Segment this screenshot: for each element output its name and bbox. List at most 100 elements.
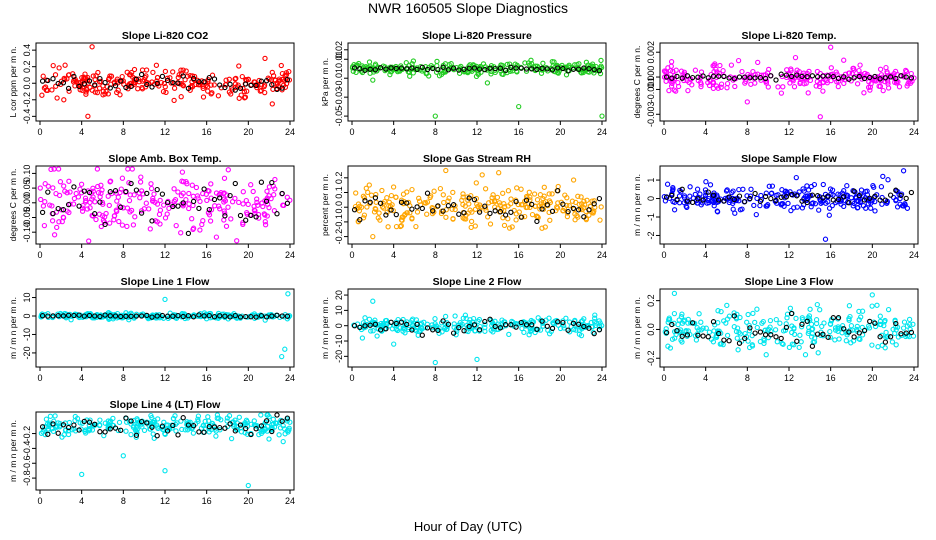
x-tick-label: 0 [661,373,666,383]
data-point [180,200,186,206]
data-point [572,62,578,68]
data-point [96,422,103,429]
data-point [833,69,839,75]
data-point [737,331,743,337]
data-point [710,319,717,325]
data-point [830,197,836,203]
data-point [507,61,513,67]
data-point [816,83,823,90]
data-point [788,207,794,214]
data-point [164,211,170,217]
data-point [92,89,98,95]
data-point [45,183,51,189]
data-point [735,347,741,353]
data-point [835,315,842,321]
data-point [489,322,495,329]
data-point [773,316,779,323]
data-point [578,194,584,200]
data-point [799,198,805,204]
data-point [716,73,722,79]
data-point [39,209,46,216]
data-point [598,204,604,210]
data-point [400,328,406,334]
data-point [362,67,368,73]
data-point [508,322,514,328]
data-point [172,413,178,419]
data-point [143,200,149,206]
data-point [495,205,501,211]
data-point [185,85,192,92]
x-tick-label: 4 [703,127,708,137]
data-point [861,327,868,334]
data-point [830,73,836,80]
data-point [466,65,472,71]
data-point [276,432,282,438]
data-point [747,325,753,331]
data-point [263,418,270,424]
data-point [141,427,148,434]
data-point [513,65,519,71]
data-point [763,78,770,84]
data-point [786,344,793,351]
data-point [226,413,233,419]
data-point [547,217,553,223]
data-point [880,87,886,94]
data-point [248,82,254,89]
data-point [240,221,246,228]
data-point [398,199,405,205]
data-point [119,222,126,228]
data-point [377,327,384,333]
data-point [492,199,498,205]
data-point [892,318,898,324]
data-point [778,202,784,208]
data-point [482,321,488,327]
data-point [62,62,68,68]
data-point [64,190,70,196]
data-point [482,186,489,192]
data-point [665,319,671,325]
data-point [128,418,134,424]
data-point [757,75,764,81]
data-point [128,431,134,438]
data-point [799,321,805,327]
data-point [232,81,239,87]
x-tick-label: 16 [202,127,212,137]
data-point [797,80,803,87]
data-point [835,325,841,332]
data-point [698,319,704,325]
data-point [284,200,291,206]
data-point [581,214,587,220]
data-point [98,223,104,230]
y-tick-label: -0.003 [646,102,656,128]
data-point [133,76,140,82]
data-point [81,418,87,425]
data-point [94,89,101,96]
x-tick-label: 20 [867,127,877,137]
data-point [222,84,228,91]
data-point [502,204,508,210]
data-point [55,205,61,212]
x-tick-label: 16 [826,127,836,137]
data-point [769,190,775,196]
data-point [856,192,862,199]
data-point [576,201,582,208]
data-point [560,201,566,207]
data-point [596,68,603,74]
data-point [872,193,878,199]
data-point [212,203,218,209]
data-point [414,66,420,73]
data-point [529,201,535,208]
data-point [71,195,78,202]
data-point [755,59,761,66]
data-point [200,422,206,429]
data-point [502,212,509,218]
data-point [792,54,799,61]
data-point [274,312,280,318]
data-point [71,73,77,80]
data-point [286,77,293,83]
data-point [494,194,501,201]
data-point [87,199,93,206]
panel-title: Slope Line 3 Flow [745,276,835,288]
data-point [66,88,72,94]
data-point [353,69,359,76]
